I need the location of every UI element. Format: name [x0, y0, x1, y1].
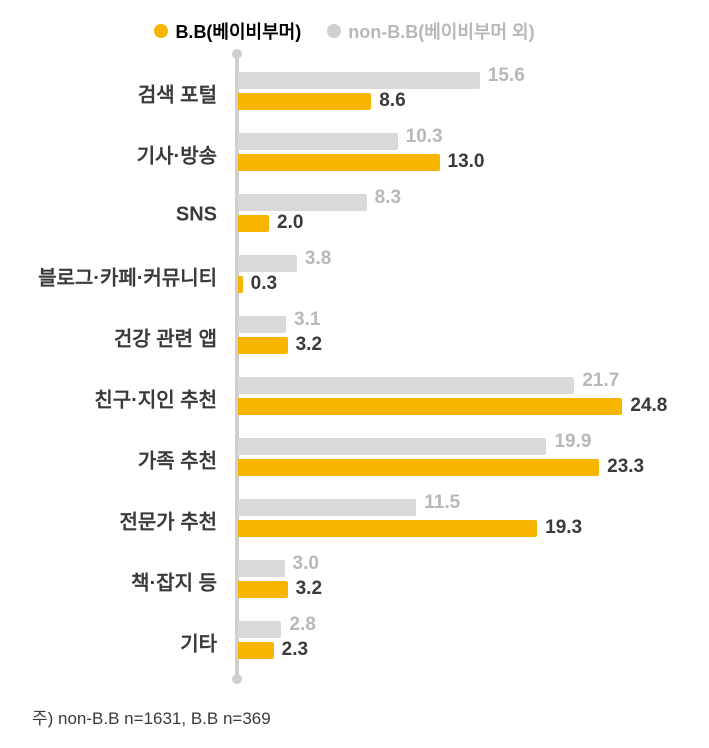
- bar-bb: [238, 215, 269, 232]
- bar-non-bb: [238, 621, 281, 638]
- bar-non-bb: [238, 316, 286, 333]
- value-non-bb: 3.0: [293, 554, 319, 573]
- category-label: 건강 관련 앱: [7, 322, 217, 351]
- value-non-bb: 15.6: [488, 66, 525, 85]
- bar-non-bb: [238, 255, 297, 272]
- value-bb: 13.0: [448, 152, 485, 171]
- legend-swatch-bb: [154, 24, 168, 38]
- bar-bb: [238, 398, 622, 415]
- bar-chart: 검색 포털 15.6 8.6 기사·방송 10.3 13.0 SNS 8.3 2.0 블로그·카페…: [10, 62, 679, 672]
- chart-row: 기사·방송10.313.0: [235, 123, 679, 184]
- value-bb: 8.6: [379, 91, 405, 110]
- legend-label-non: non-B.B(베이비부머 외): [348, 18, 534, 44]
- legend-item-bb: B.B(베이비부머): [154, 18, 301, 44]
- legend-swatch-non: [327, 24, 341, 38]
- value-bb: 19.3: [545, 518, 582, 537]
- bar-non-bb: [238, 72, 480, 89]
- category-label: 책·잡지 등: [7, 566, 217, 595]
- chart-row: 검색 포털15.68.6: [235, 62, 679, 123]
- chart-row: 기타2.82.3: [235, 611, 679, 672]
- bar-non-bb: [238, 133, 398, 150]
- bar-non-bb: [238, 194, 367, 211]
- chart-row: 가족 추천19.923.3: [235, 428, 679, 489]
- footnote: 주) non-B.B n=1631, B.B n=369: [32, 704, 679, 729]
- category-label: 검색 포털: [7, 78, 217, 107]
- category-label: 전문가 추천: [7, 505, 217, 534]
- category-label: 가족 추천: [7, 444, 217, 473]
- value-non-bb: 2.8: [289, 615, 315, 634]
- category-label: SNS: [7, 203, 217, 226]
- chart-row: 건강 관련 앱3.13.2: [235, 306, 679, 367]
- bar-bb: [238, 520, 537, 537]
- bar-bb: [238, 337, 288, 354]
- bar-bb: [238, 93, 371, 110]
- value-non-bb: 21.7: [582, 371, 619, 390]
- category-label: 블로그·카페·커뮤니티: [7, 261, 217, 290]
- value-bb: 3.2: [296, 579, 322, 598]
- bar-bb: [238, 581, 288, 598]
- chart-row: 블로그·카페·커뮤니티3.80.3: [235, 245, 679, 306]
- bar-bb: [238, 154, 440, 171]
- value-non-bb: 10.3: [406, 127, 443, 146]
- value-bb: 0.3: [251, 274, 277, 293]
- chart-row: 전문가 추천11.519.3: [235, 489, 679, 550]
- value-bb: 2.0: [277, 213, 303, 232]
- value-non-bb: 19.9: [554, 432, 591, 451]
- bar-non-bb: [238, 499, 416, 516]
- category-label: 기사·방송: [7, 139, 217, 168]
- value-non-bb: 3.8: [305, 249, 331, 268]
- legend-item-non: non-B.B(베이비부머 외): [327, 18, 534, 44]
- value-non-bb: 8.3: [375, 188, 401, 207]
- bar-non-bb: [238, 438, 546, 455]
- bar-bb: [238, 276, 243, 293]
- value-bb: 23.3: [607, 457, 644, 476]
- chart-row: SNS8.32.0: [235, 184, 679, 245]
- bar-non-bb: [238, 377, 574, 394]
- category-label: 기타: [7, 627, 217, 656]
- value-bb: 2.3: [282, 640, 308, 659]
- legend: B.B(베이비부머) non-B.B(베이비부머 외): [10, 18, 679, 44]
- bar-non-bb: [238, 560, 285, 577]
- chart-row: 책·잡지 등3.03.2: [235, 550, 679, 611]
- value-non-bb: 11.5: [424, 493, 460, 512]
- value-bb: 3.2: [296, 335, 322, 354]
- legend-label-bb: B.B(베이비부머): [175, 18, 301, 44]
- value-non-bb: 3.1: [294, 310, 320, 329]
- chart-row: 친구·지인 추천21.724.8: [235, 367, 679, 428]
- value-bb: 24.8: [630, 396, 667, 415]
- category-label: 친구·지인 추천: [7, 383, 217, 412]
- bar-bb: [238, 642, 274, 659]
- bar-bb: [238, 459, 599, 476]
